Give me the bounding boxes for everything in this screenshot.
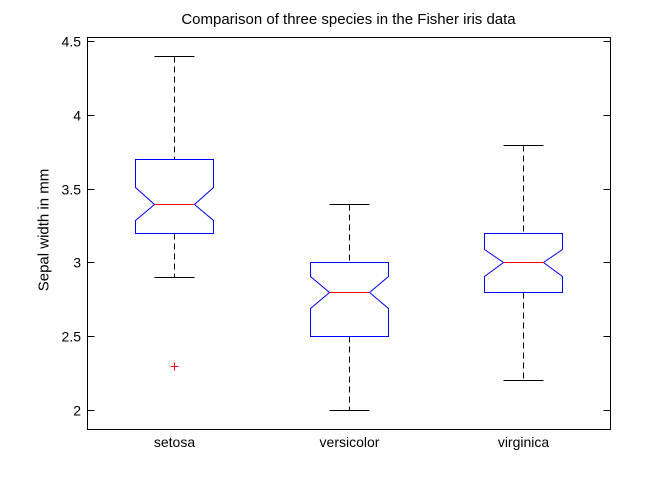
box-outline (484, 233, 563, 293)
box-outline (310, 262, 389, 337)
box-group-setosa (135, 56, 214, 371)
y-tick-label: 2 (73, 403, 81, 419)
y-tick-label: 4 (73, 108, 81, 124)
y-tick-label: 3 (73, 255, 81, 271)
box-group-versicolor (310, 204, 389, 411)
y-tick-label: 3.5 (62, 182, 82, 198)
box-outline (135, 159, 214, 234)
plot-frame (87, 37, 611, 430)
box-group-virginica (484, 145, 563, 381)
x-category-label-setosa: setosa (154, 434, 195, 450)
y-tick-label: 4.5 (62, 34, 82, 50)
outlier-plus-marker (170, 362, 179, 371)
x-category-label-versicolor: versicolor (320, 434, 380, 450)
y-tick-label: 2.5 (62, 329, 82, 345)
chart-title: Comparison of three species in the Fishe… (181, 11, 516, 28)
x-category-label-virginica: virginica (498, 434, 550, 450)
